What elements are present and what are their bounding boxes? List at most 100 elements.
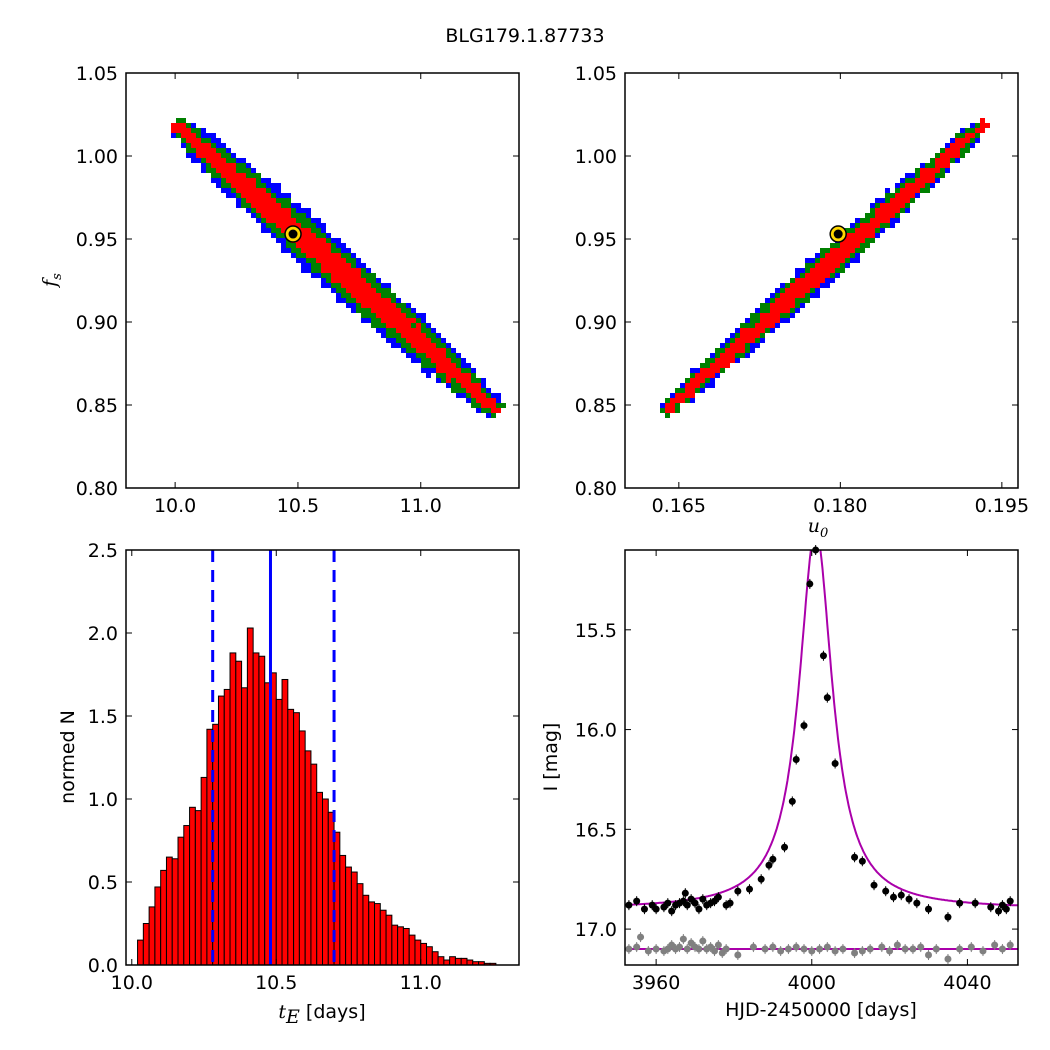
confidence-cell-inner — [965, 138, 970, 143]
data-point — [640, 905, 648, 913]
confidence-cell-middle — [431, 333, 436, 338]
confidence-cell-inner — [815, 273, 820, 278]
confidence-cell-middle — [865, 218, 870, 223]
confidence-cell-inner — [381, 318, 386, 323]
confidence-cell-inner — [805, 288, 810, 293]
confidence-cell-inner — [416, 348, 421, 353]
histogram-bar — [275, 698, 283, 966]
data-point — [695, 905, 703, 913]
data-point — [925, 905, 933, 913]
confidence-cell-outer — [755, 308, 760, 313]
confidence-cell-middle — [845, 228, 850, 233]
confidence-cell-inner — [416, 333, 421, 338]
confidence-cell-inner — [321, 243, 326, 248]
confidence-cell-inner — [311, 253, 316, 258]
confidence-cell-middle — [351, 263, 356, 268]
confidence-cell-inner — [261, 193, 266, 198]
confidence-cell-middle — [790, 308, 795, 313]
confidence-cell-inner — [840, 253, 845, 258]
confidence-cell-inner — [875, 213, 880, 218]
confidence-cell-middle — [885, 223, 890, 228]
confidence-cell-outer — [381, 328, 386, 333]
confidence-cell-outer — [221, 188, 226, 193]
confidence-cell-outer — [715, 373, 720, 378]
confidence-cell-inner — [196, 148, 201, 153]
confidence-cell-inner — [321, 253, 326, 258]
confidence-cell-inner — [775, 318, 780, 323]
confidence-cell-outer — [970, 123, 975, 128]
confidence-cell-inner — [780, 308, 785, 313]
confidence-cell-inner — [700, 378, 705, 383]
confidence-cell-inner — [910, 188, 915, 193]
confidence-cell-inner — [246, 198, 251, 203]
confidence-cell-inner — [411, 343, 416, 348]
confidence-cell-outer — [461, 363, 466, 368]
confidence-cell-inner — [471, 383, 476, 388]
confidence-cell-outer — [815, 253, 820, 258]
confidence-cell-middle — [715, 348, 720, 353]
best-fit-marker-center — [833, 229, 843, 239]
confidence-cell-middle — [905, 178, 910, 183]
confidence-cell-inner — [446, 378, 451, 383]
confidence-cell-inner — [211, 153, 216, 158]
confidence-cell-middle — [441, 378, 446, 383]
confidence-cell-inner — [446, 363, 451, 368]
histogram-bar — [368, 901, 376, 966]
confidence-cell-middle — [760, 303, 765, 308]
confidence-cell-inner — [441, 348, 446, 353]
confidence-cell-middle — [760, 333, 765, 338]
data-point — [761, 945, 769, 953]
lightcurve-ylabel: I [mag] — [540, 723, 562, 792]
confidence-cell-middle — [675, 388, 680, 393]
confidence-cell-middle — [735, 353, 740, 358]
confidence-cell-middle — [750, 318, 755, 323]
confidence-cell-outer — [441, 338, 446, 343]
confidence-cell-inner — [770, 313, 775, 318]
confidence-cell-outer — [241, 158, 246, 163]
confidence-cell-inner — [191, 133, 196, 138]
confidence-cell-inner — [231, 163, 236, 168]
confidence-cell-inner — [456, 378, 461, 383]
confidence-cell-inner — [261, 213, 266, 218]
confidence-cell-inner — [970, 133, 975, 138]
confidence-cell-inner — [401, 328, 406, 333]
confidence-cell-inner — [421, 338, 426, 343]
confidence-cell-middle — [346, 298, 351, 303]
confidence-cell-outer — [381, 333, 386, 338]
confidence-cell-inner — [351, 288, 356, 293]
confidence-cell-inner — [286, 218, 291, 223]
confidence-cell-inner — [256, 193, 261, 198]
lightcurve-xlabel: HJD-2450000 [days] — [725, 999, 917, 1021]
confidence-cell-outer — [356, 258, 361, 263]
confidence-cell-inner — [466, 388, 471, 393]
confidence-cell-inner — [930, 173, 935, 178]
confidence-cell-outer — [321, 228, 326, 233]
histogram-bar — [177, 836, 185, 966]
confidence-cell-inner — [690, 388, 695, 393]
confidence-cell-inner — [331, 268, 336, 273]
confidence-cell-outer — [810, 258, 815, 263]
confidence-cell-inner — [331, 273, 336, 278]
histogram-bar — [281, 678, 289, 966]
confidence-cell-inner — [820, 258, 825, 263]
confidence-cell-inner — [281, 223, 286, 228]
confidence-cell-inner — [466, 383, 471, 388]
confidence-cell-inner — [396, 328, 401, 333]
confidence-cell-middle — [451, 353, 456, 358]
confidence-cell-outer — [291, 253, 296, 258]
confidence-cell-inner — [316, 248, 321, 253]
data-point — [886, 947, 894, 955]
confidence-cell-outer — [705, 383, 710, 388]
confidence-cell-inner — [301, 228, 306, 233]
confidence-cell-inner — [441, 358, 446, 363]
confidence-cell-outer — [361, 318, 366, 323]
confidence-cell-middle — [391, 293, 396, 298]
lightcurve-axes: 3960 4000 4040 15.5 16.0 16.5 17.0 — [575, 550, 1018, 994]
confidence-cell-middle — [206, 163, 211, 168]
data-point — [625, 945, 633, 953]
confidence-cell-inner — [830, 253, 835, 258]
histogram-bar — [449, 956, 456, 966]
confidence-cell-inner — [421, 333, 426, 338]
confidence-cell-middle — [451, 378, 456, 383]
